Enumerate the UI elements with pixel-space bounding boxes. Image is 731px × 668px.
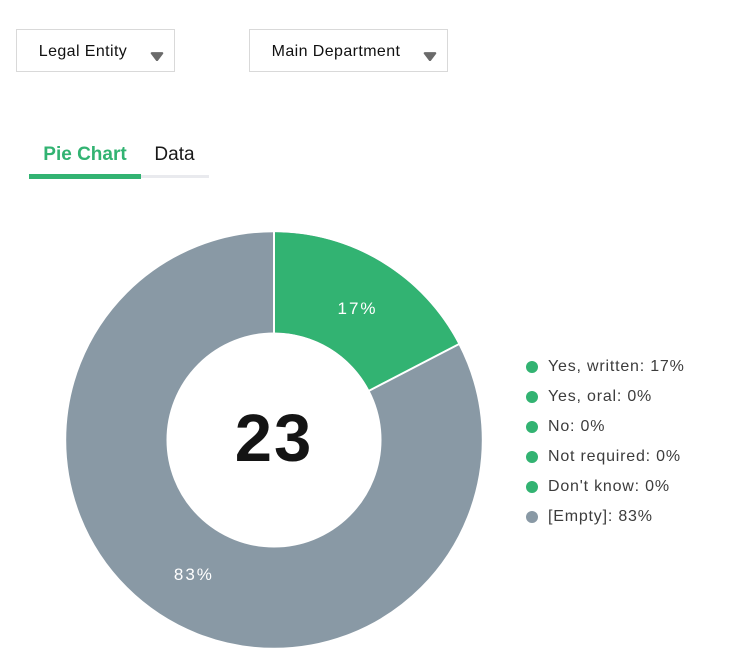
svg-text:23: 23	[235, 401, 314, 476]
svg-text:83%: 83%	[174, 565, 214, 584]
svg-text:17%: 17%	[337, 299, 377, 318]
